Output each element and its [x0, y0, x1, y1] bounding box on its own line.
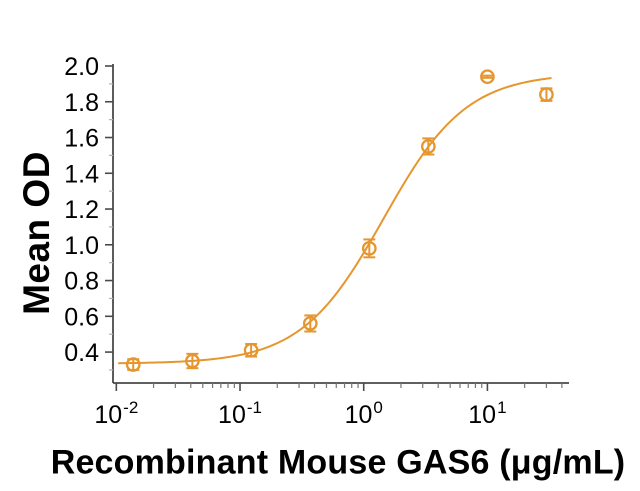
data-point-marker: [185, 353, 200, 369]
y-tick-label: 1.4: [64, 160, 99, 188]
y-tick-label: 1.0: [64, 232, 99, 260]
x-axis-title: Recombinant Mouse GAS6 (μg/mL): [50, 443, 626, 482]
y-tick-label: 1.6: [64, 125, 99, 153]
data-point-marker: [243, 342, 259, 358]
x-tick-label: 10-2: [94, 398, 138, 429]
y-tick-label: 0.6: [64, 303, 99, 331]
data-point-marker: [420, 139, 436, 154]
x-tick-label: 10-1: [218, 398, 262, 429]
fit-curve: [117, 77, 552, 365]
y-tick-label: 0.4: [64, 339, 99, 367]
x-tick-label: 100: [345, 398, 383, 429]
data-point-marker: [539, 87, 554, 102]
data-point-marker: [480, 69, 495, 85]
y-tick-label: 1.8: [64, 89, 99, 117]
y-axis-title: Mean OD: [16, 151, 57, 315]
x-tick-label: 101: [468, 398, 506, 429]
y-tick-label: 1.2: [64, 196, 99, 224]
data-point-marker: [125, 357, 141, 372]
y-tick-label: 2.0: [64, 53, 99, 81]
y-tick-label: 0.8: [64, 268, 99, 296]
data-point-marker: [302, 316, 318, 331]
data-point-marker: [361, 241, 377, 256]
